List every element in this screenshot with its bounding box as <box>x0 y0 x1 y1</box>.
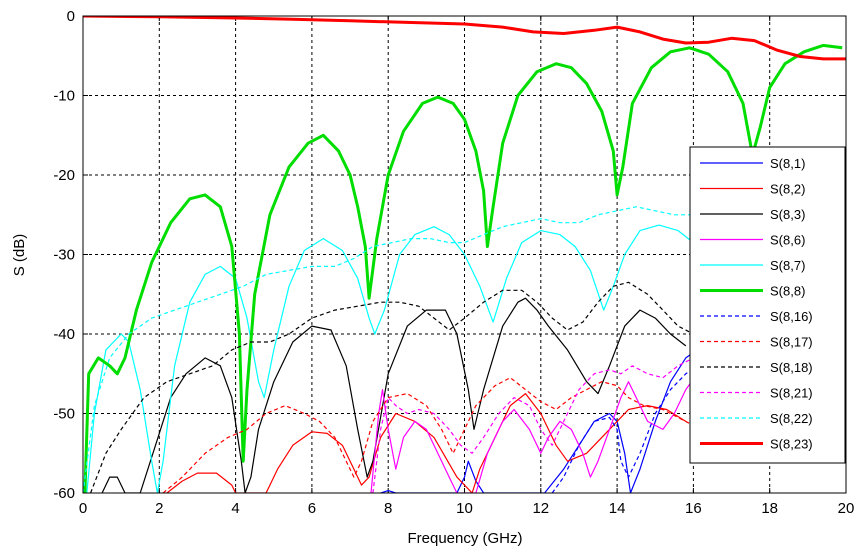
legend-box <box>689 146 846 464</box>
series-line-8-16 <box>551 365 698 493</box>
x-tick-label: 2 <box>155 500 163 517</box>
series-line-8-18 <box>90 281 694 493</box>
legend-label: S(8,6) <box>770 233 805 248</box>
x-tick-label: 20 <box>838 500 855 517</box>
y-tick-label: -20 <box>53 167 75 184</box>
series-line-8-7 <box>86 224 694 493</box>
y-axis-label: S (dB) <box>11 234 28 277</box>
y-tick-label: -60 <box>53 485 75 502</box>
y-tick-label: -50 <box>53 406 75 423</box>
series-line-8-22 <box>83 206 694 493</box>
legend-label: S(8,22) <box>770 411 813 426</box>
series-line-8-17 <box>162 377 694 493</box>
series-line-8-3 <box>101 297 687 493</box>
legend-label: S(8,7) <box>770 258 805 273</box>
legend-label: S(8,23) <box>770 437 813 452</box>
legend-label: S(8,18) <box>770 360 813 375</box>
x-tick-label: 6 <box>308 500 316 517</box>
x-tick-label: 16 <box>685 500 702 517</box>
x-tick-label: 4 <box>231 500 239 517</box>
legend-label: S(8,21) <box>770 386 813 401</box>
legend-label: S(8,8) <box>770 284 805 299</box>
x-tick-label: 10 <box>456 500 473 517</box>
legend-label: S(8,16) <box>770 309 813 324</box>
series-line-8-6 <box>370 373 698 493</box>
y-tick-label: 0 <box>67 8 75 25</box>
x-tick-label: 12 <box>532 500 549 517</box>
x-tick-label: 0 <box>79 500 87 517</box>
legend-label: S(8,1) <box>770 156 805 171</box>
x-tick-label: 8 <box>384 500 392 517</box>
legend-label: S(8,17) <box>770 335 813 350</box>
legend-label: S(8,3) <box>770 207 805 222</box>
y-tick-label: -40 <box>53 326 75 343</box>
x-axis-label: Frequency (GHz) <box>407 530 522 547</box>
x-tick-label: 14 <box>609 500 626 517</box>
axes-frame <box>82 15 847 494</box>
x-tick-label: 18 <box>761 500 778 517</box>
y-tick-label: -30 <box>53 247 75 264</box>
legend-label: S(8,2) <box>770 182 805 197</box>
y-tick-label: -10 <box>53 88 75 105</box>
series-line-8-23 <box>83 16 846 61</box>
series-line-8-8 <box>83 43 843 493</box>
